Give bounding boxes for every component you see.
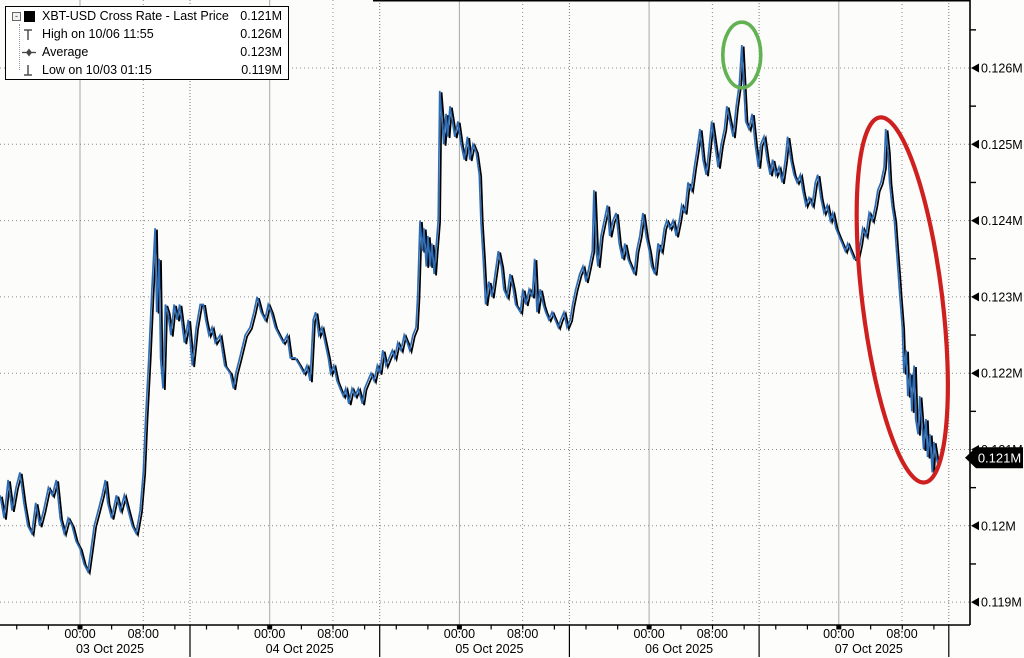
x-midnight-marker	[646, 624, 652, 630]
annotation-selloff-ellipse	[854, 115, 950, 485]
legend-series-value: 0.121M	[240, 9, 282, 23]
legend-high-label: High on 10/06 11:55	[42, 27, 154, 41]
low-marker-icon	[24, 64, 32, 76]
x-time-label: 08:00	[507, 627, 538, 641]
x-time-label: 00:00	[64, 627, 95, 641]
legend-row-average[interactable]: Average 0.123M	[6, 43, 288, 61]
y-axis-label: 0.125M	[981, 138, 1023, 152]
y-axis-label: 0.123M	[981, 290, 1023, 304]
y-axis-label: 0.119M	[981, 596, 1022, 610]
x-time-label: 08:00	[128, 627, 159, 641]
x-date-label: 07 Oct 2025	[835, 642, 903, 656]
last-price-badge-label: 0.121M	[978, 450, 1021, 465]
legend-series-label: XBT-USD Cross Rate - Last Price	[42, 9, 229, 23]
y-tick-arrow-icon	[971, 597, 979, 607]
high-marker-icon	[24, 28, 32, 40]
legend-row-last-price[interactable]: - XBT-USD Cross Rate - Last Price 0.121M	[6, 7, 288, 25]
y-axis-label: 0.124M	[981, 214, 1023, 228]
annotation-peak-circle	[720, 20, 763, 90]
x-time-label: 08:00	[697, 627, 728, 641]
y-tick-arrow-icon	[971, 139, 979, 149]
y-tick-arrow-icon	[971, 63, 979, 73]
y-tick-arrow-icon	[971, 216, 979, 226]
y-tick-arrow-icon	[971, 521, 979, 531]
x-midnight-marker	[267, 624, 273, 630]
x-date-label: 05 Oct 2025	[455, 642, 523, 656]
plot-area	[0, 0, 970, 625]
x-date-label: 06 Oct 2025	[645, 642, 713, 656]
legend-low-value: 0.119M	[241, 63, 282, 77]
x-time-label: 08:00	[886, 627, 917, 641]
x-date-label: 04 Oct 2025	[266, 642, 334, 656]
x-midnight-marker	[836, 624, 842, 630]
legend-tree-connector	[19, 24, 21, 70]
y-tick-arrow-icon	[971, 292, 979, 302]
x-midnight-marker	[77, 624, 83, 630]
x-midnight-marker	[456, 624, 462, 630]
last-price-badge	[965, 447, 1023, 469]
x-date-label: 03 Oct 2025	[76, 642, 144, 656]
legend-average-value: 0.123M	[240, 45, 282, 59]
legend-high-value: 0.126M	[240, 27, 282, 41]
x-time-label: 00:00	[633, 627, 664, 641]
y-axis-label: 0.122M	[981, 367, 1023, 381]
collapse-icon[interactable]: -	[12, 11, 21, 21]
y-tick-arrow-icon	[971, 368, 979, 378]
legend-average-label: Average	[42, 45, 89, 59]
chart-legend: - XBT-USD Cross Rate - Last Price 0.121M…	[5, 6, 289, 80]
legend-low-label: Low on 10/03 01:15	[42, 63, 152, 77]
series-swatch-icon	[24, 10, 35, 22]
x-time-label: 00:00	[444, 627, 475, 641]
average-marker-icon	[22, 48, 36, 56]
x-time-label: 00:00	[254, 627, 285, 641]
price-line	[0, 45, 939, 575]
y-axis-label: 0.12M	[981, 519, 1016, 533]
x-time-label: 08:00	[317, 627, 348, 641]
legend-row-high[interactable]: High on 10/06 11:55 0.126M	[6, 25, 288, 43]
y-axis-label: 0.126M	[981, 62, 1023, 76]
legend-row-low[interactable]: Low on 10/03 01:15 0.119M	[6, 61, 288, 79]
x-time-label: 00:00	[823, 627, 854, 641]
